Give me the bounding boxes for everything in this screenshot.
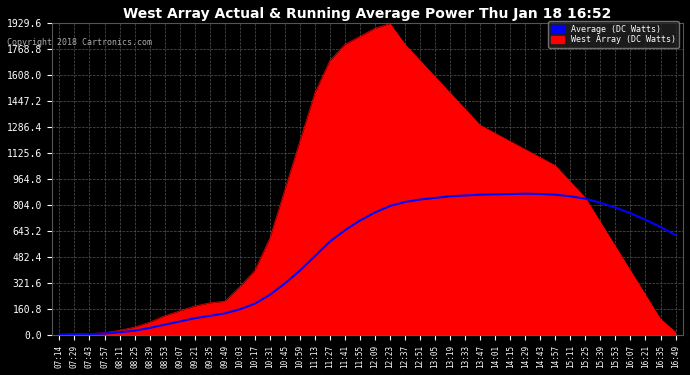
Title: West Array Actual & Running Average Power Thu Jan 18 16:52: West Array Actual & Running Average Powe… — [124, 7, 611, 21]
Text: Copyright 2018 Cartronics.com: Copyright 2018 Cartronics.com — [7, 38, 152, 47]
Legend: Average (DC Watts), West Array (DC Watts): Average (DC Watts), West Array (DC Watts… — [548, 21, 679, 48]
